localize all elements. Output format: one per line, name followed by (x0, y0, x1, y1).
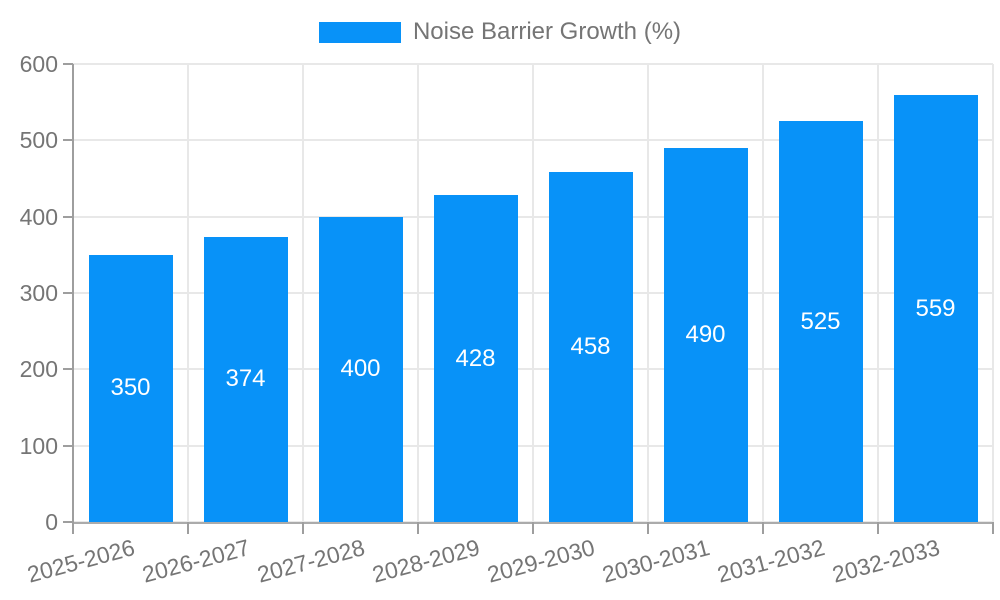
bar-2025-2026: 350 (88, 254, 173, 522)
x-axis-tick (762, 522, 764, 534)
y-axis-tick (63, 444, 73, 447)
v-gridline (992, 64, 994, 522)
v-gridline (302, 64, 304, 522)
x-axis-tick (187, 522, 189, 534)
y-axis-tick-label: 600 (19, 51, 58, 77)
x-axis-tick (877, 522, 879, 534)
bar-2028-2029: 428 (433, 195, 518, 522)
y-axis-tick (63, 139, 73, 142)
plot-area: 350 374 400 428 458 490 525 559 (72, 63, 994, 524)
bar-value-label: 428 (455, 344, 496, 372)
bar-value-label: 525 (800, 307, 841, 335)
y-axis-tick-label: 500 (19, 127, 58, 154)
y-axis-tick-label: 400 (19, 203, 58, 230)
v-gridline (532, 64, 534, 522)
v-gridline (417, 64, 419, 522)
bar-2026-2027: 374 (203, 236, 288, 522)
x-axis-tick (532, 522, 534, 534)
y-axis-tick-label: 0 (45, 509, 58, 535)
legend-item[interactable]: Noise Barrier Growth (%) (318, 18, 682, 46)
y-axis-tick (63, 521, 73, 523)
bar-2029-2030: 458 (548, 172, 633, 522)
bar-value-label: 458 (570, 333, 611, 361)
y-axis-tick (63, 63, 73, 65)
bar-value-label: 559 (915, 294, 956, 322)
legend-label: Noise Barrier Growth (%) (412, 18, 682, 45)
x-axis-tick (992, 522, 994, 534)
y-axis-tick (63, 292, 73, 294)
bar-value-label: 350 (110, 374, 151, 402)
bar-2031-2032: 525 (778, 121, 863, 522)
v-gridline (647, 64, 649, 522)
bar-2032-2033: 559 (893, 95, 978, 522)
y-axis-tick (63, 215, 73, 218)
legend: Noise Barrier Growth (%) (0, 18, 1000, 46)
x-axis-tick (72, 522, 74, 534)
y-axis-tick-label: 100 (19, 432, 58, 459)
y-axis-line (72, 64, 74, 522)
x-axis-tick (417, 522, 419, 534)
v-gridline (877, 64, 879, 522)
legend-swatch-icon (318, 21, 401, 43)
bar-value-label: 400 (340, 355, 381, 383)
y-axis-tick-label: 200 (19, 356, 58, 383)
bar-2027-2028: 400 (318, 216, 403, 522)
v-gridline (187, 64, 189, 522)
y-axis-tick-label: 300 (19, 280, 58, 306)
y-axis-tick (63, 368, 73, 371)
v-gridline (762, 64, 764, 522)
bar-value-label: 374 (225, 365, 266, 393)
bar-2030-2031: 490 (663, 147, 748, 522)
x-axis-tick (647, 522, 649, 534)
bar-value-label: 490 (685, 320, 726, 348)
x-axis-tick (302, 522, 304, 534)
